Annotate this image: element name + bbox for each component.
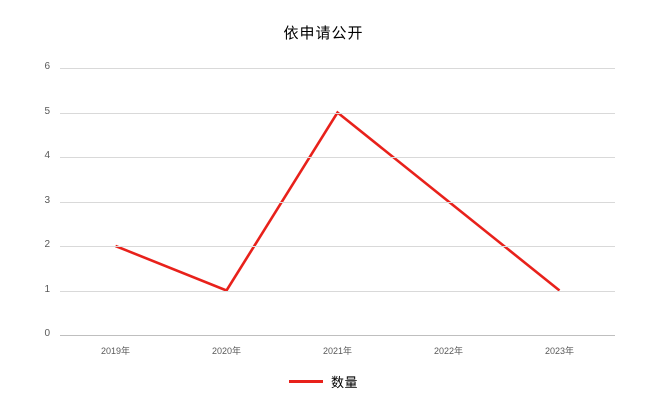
gridline (60, 290, 615, 292)
y-axis-tick-label: 6 (44, 61, 50, 72)
x-axis-tick-label: 2020年 (211, 346, 242, 356)
x-axis-tick-label: 2022年 (433, 346, 464, 356)
gridline (60, 68, 615, 69)
chart-legend: 数量 (0, 372, 647, 391)
y-axis-tick-label: 0 (44, 328, 50, 339)
gridline (60, 157, 615, 158)
y-axis-tick-label: 3 (44, 194, 50, 206)
chart-title: 依申请公开 (283, 26, 364, 42)
x-axis-tick-label: 2019年 (100, 346, 131, 356)
plot-area (60, 68, 615, 336)
gridline (60, 112, 615, 114)
legend-item-label: 数量 (330, 375, 358, 390)
x-axis-tick-label: 2021年 (322, 346, 353, 356)
gridline (60, 201, 615, 203)
y-axis-tick-label: 5 (44, 105, 50, 117)
gridline (60, 246, 615, 247)
gridline (60, 335, 615, 336)
y-axis-tick-label: 1 (44, 283, 50, 295)
legend-color-swatch (288, 380, 323, 383)
y-axis-tick-label: 4 (44, 150, 50, 161)
y-axis-tick-label: 2 (44, 239, 50, 250)
x-axis-tick-label: 2023年 (544, 346, 575, 356)
